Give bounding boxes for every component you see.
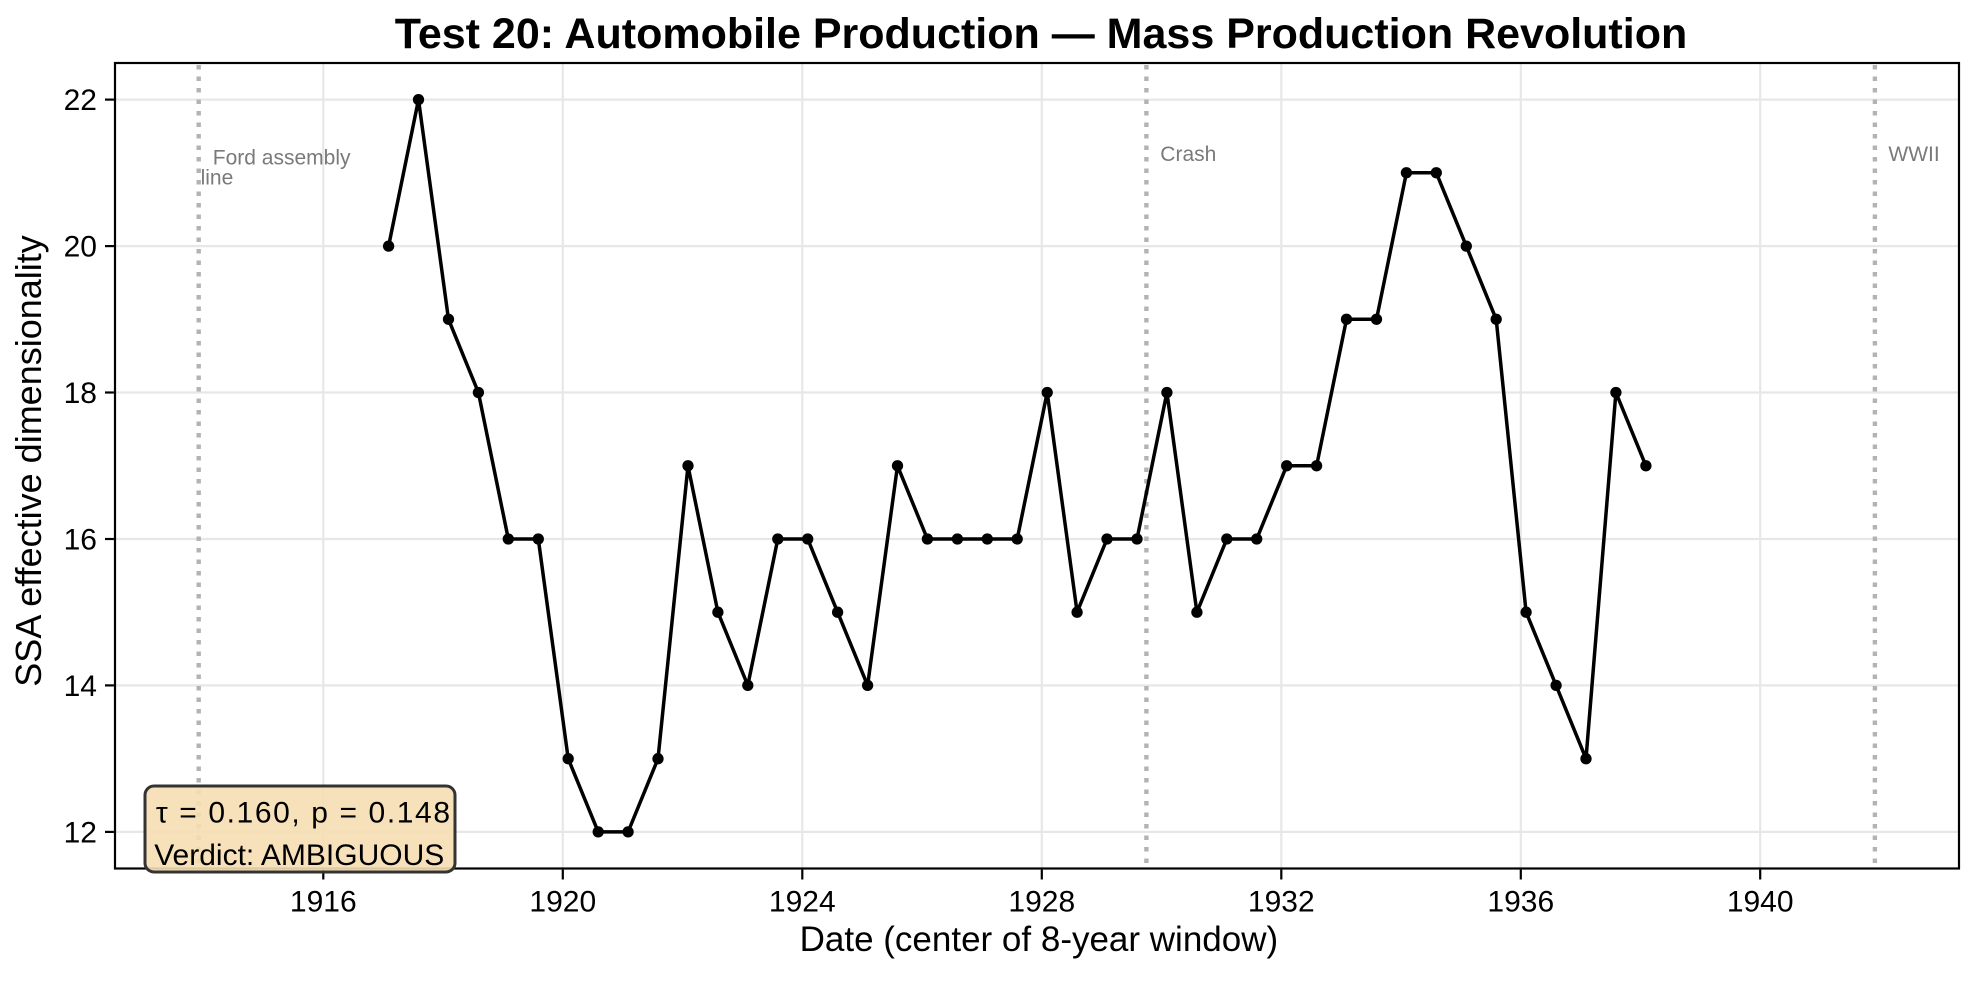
svg-text:Date (center of 8-year window): Date (center of 8-year window) <box>800 920 1279 959</box>
svg-text:1928: 1928 <box>1008 886 1075 919</box>
svg-text:1916: 1916 <box>290 886 357 919</box>
svg-text:Crash: Crash <box>1160 143 1216 166</box>
svg-text:1920: 1920 <box>529 886 596 919</box>
svg-text:1924: 1924 <box>769 886 836 919</box>
svg-text:Ford assembly: Ford assembly <box>213 147 351 170</box>
svg-text:1940: 1940 <box>1727 886 1794 919</box>
svg-text:22: 22 <box>64 84 97 117</box>
svg-text:12: 12 <box>64 816 97 849</box>
svg-text:SSA effective dimensionality: SSA effective dimensionality <box>8 235 49 687</box>
svg-text:Test 20: Automobile Production: Test 20: Automobile Production — Mass Pr… <box>395 10 1687 58</box>
svg-text:16: 16 <box>64 524 97 557</box>
svg-text:WWII: WWII <box>1888 143 1939 166</box>
svg-text:18: 18 <box>64 377 97 410</box>
svg-text:1932: 1932 <box>1248 886 1315 919</box>
svg-text:Verdict: AMBIGUOUS: Verdict: AMBIGUOUS <box>154 839 444 872</box>
svg-text:20: 20 <box>64 231 97 264</box>
svg-text:14: 14 <box>64 670 97 703</box>
svg-text:τ = 0.160, p = 0.148: τ = 0.160, p = 0.148 <box>156 797 452 830</box>
svg-text:1936: 1936 <box>1487 886 1554 919</box>
svg-text:line: line <box>201 167 234 190</box>
